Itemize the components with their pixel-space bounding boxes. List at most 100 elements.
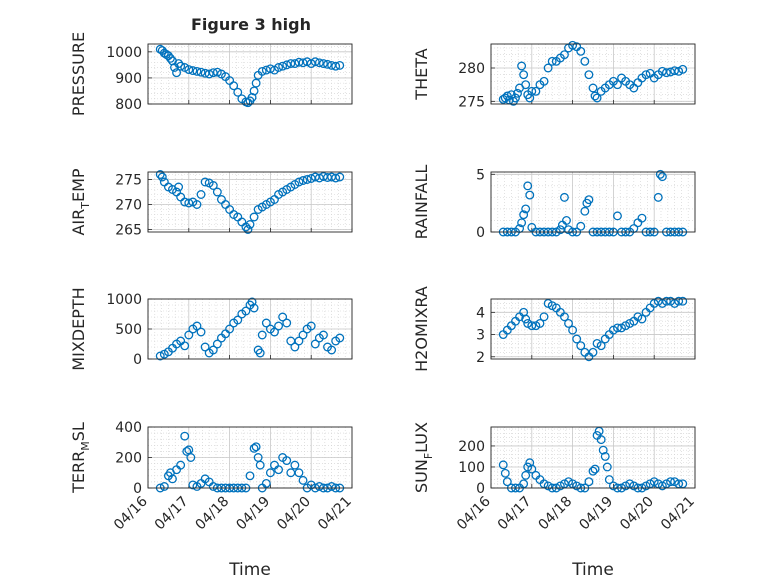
data-point <box>564 318 573 328</box>
y-tick-label: 0 <box>133 481 142 497</box>
data-point <box>525 458 535 468</box>
data-point <box>257 66 267 76</box>
data-point <box>511 93 520 103</box>
data-point <box>196 67 206 77</box>
data-point <box>180 431 190 441</box>
data-point <box>602 462 612 472</box>
y-tick-label: 280 <box>458 61 485 77</box>
data-point <box>255 348 265 358</box>
data-point <box>327 345 337 355</box>
data-point <box>527 86 537 96</box>
x-tick-label: 04/21 <box>658 494 698 534</box>
data-point <box>282 456 292 465</box>
data-point <box>176 61 186 71</box>
data-point <box>584 70 594 80</box>
data-point <box>335 172 345 182</box>
data-point <box>200 342 210 352</box>
data-point <box>278 61 288 71</box>
data-point <box>674 66 684 76</box>
data-point <box>251 78 261 88</box>
data-point <box>310 57 320 67</box>
data-point <box>584 195 594 205</box>
data-point <box>531 86 541 96</box>
data-point <box>318 59 328 69</box>
data-point <box>641 70 651 80</box>
y-axis-label: MIXDEPTH <box>69 287 88 370</box>
data-point <box>208 482 218 491</box>
data-point <box>298 176 308 185</box>
data-point <box>294 336 304 346</box>
data-point <box>596 341 606 351</box>
data-point <box>521 470 531 480</box>
y-axis-label: THETA <box>412 48 431 100</box>
data-point <box>212 339 222 349</box>
data-point <box>592 93 602 103</box>
data-point <box>525 190 535 200</box>
data-point <box>155 170 165 179</box>
y-tick-label: 265 <box>115 223 142 239</box>
subplot-air-temp: 265 270 275 AIRTEMP <box>69 168 353 239</box>
x-tick-label: 04/19 <box>576 494 616 534</box>
data-point <box>265 64 275 74</box>
data-point <box>674 296 684 306</box>
data-point <box>613 211 622 221</box>
data-point <box>212 67 222 77</box>
axes-box <box>490 171 696 233</box>
data-point <box>568 40 578 50</box>
data-point <box>331 61 341 71</box>
data-point <box>243 225 253 234</box>
data-point <box>229 81 239 91</box>
data-point <box>331 173 341 183</box>
data-point <box>588 83 598 93</box>
data-point <box>270 327 279 337</box>
data-point <box>249 212 259 222</box>
y-tick-label: 1000 <box>106 292 142 308</box>
subplot-rainfall: 0 5 RAINFALL <box>412 165 696 241</box>
data-point <box>559 192 569 202</box>
data-point <box>182 446 192 456</box>
data-point <box>294 177 304 187</box>
data-point <box>310 339 320 349</box>
data-point <box>598 445 608 455</box>
data-point <box>286 59 296 69</box>
data-point <box>233 315 243 325</box>
data-point <box>186 453 196 462</box>
data-point <box>249 86 259 96</box>
data-point <box>588 466 598 476</box>
data-point <box>314 58 324 68</box>
data-point <box>335 60 345 70</box>
data-point <box>613 80 622 90</box>
x-tick-label: 04/16 <box>111 493 151 533</box>
data-point <box>657 172 667 182</box>
data-point <box>184 65 194 75</box>
data-point <box>678 296 688 306</box>
data-point <box>245 220 255 229</box>
x-tick-label: 04/20 <box>274 494 314 534</box>
data-point <box>521 314 531 324</box>
data-point <box>208 181 218 190</box>
data-point <box>523 181 533 191</box>
y-axis-label: AIRTEMP <box>69 168 92 235</box>
data-point <box>543 63 553 73</box>
data-point <box>655 169 665 179</box>
x-tick-label: 04/20 <box>617 494 657 534</box>
data-point <box>661 296 671 306</box>
y-axis-label: SUNFLUX <box>412 422 435 493</box>
data-point <box>678 64 688 74</box>
data-point <box>208 345 218 355</box>
data-point <box>176 460 186 470</box>
data-point <box>282 60 292 70</box>
data-point <box>172 68 182 78</box>
data-point <box>261 478 271 488</box>
data-point <box>580 56 590 66</box>
data-point <box>547 56 557 66</box>
data-point <box>572 334 582 344</box>
y-tick-label: 275 <box>115 173 142 189</box>
y-tick-label: 270 <box>115 198 142 214</box>
data-point <box>196 327 206 337</box>
data-point <box>519 210 529 220</box>
data-point <box>168 474 177 484</box>
data-point <box>500 468 510 478</box>
data-point <box>298 475 308 485</box>
